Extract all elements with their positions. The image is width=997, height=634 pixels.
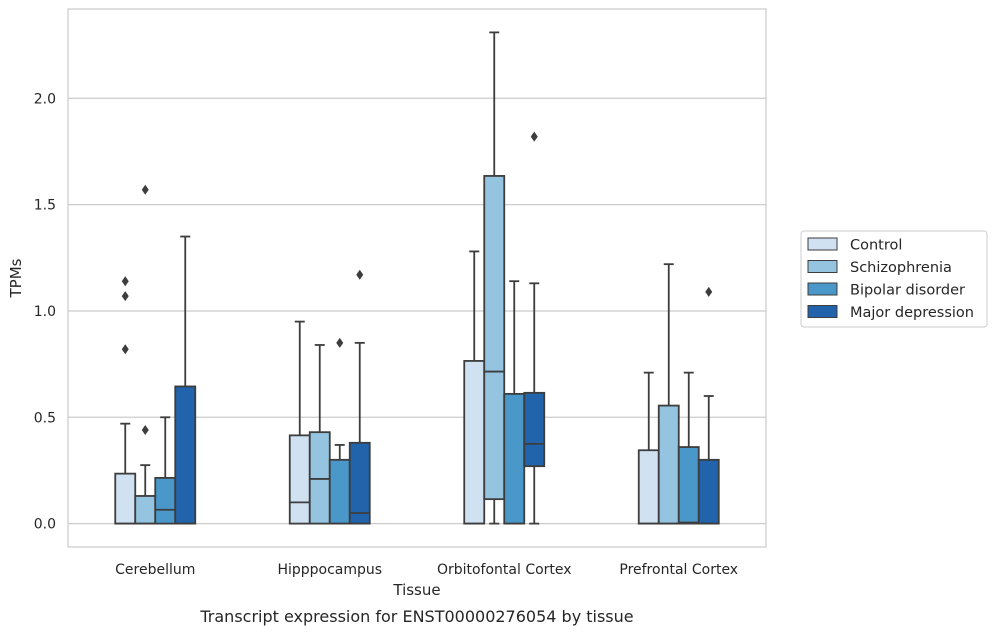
box-major-depression [523, 131, 546, 525]
box-bipolar-disorder [503, 280, 526, 525]
legend-label: Control [850, 238, 902, 254]
legend-label: Schizophrenia [850, 260, 952, 276]
iqr-box [637, 449, 660, 525]
box-schizophrenia [483, 31, 506, 525]
outlier-point [141, 184, 149, 195]
box-schizophrenia [657, 263, 680, 525]
box-bipolar-disorder [328, 337, 351, 525]
outlier-point [705, 286, 713, 297]
box-control [288, 320, 311, 525]
legend-swatch [807, 237, 838, 251]
y-tick-labels: 0.0 0.5 1.0 1.5 2.0 [34, 91, 56, 532]
box-bipolar-disorder [677, 371, 700, 525]
y-tick-label: 2.0 [34, 91, 56, 107]
box-major-depression [348, 269, 371, 525]
x-tick-label: Prefrontal Cortex [619, 562, 738, 578]
iqr-box [134, 495, 157, 525]
box-major-depression [697, 286, 720, 525]
iqr-box [114, 472, 137, 525]
iqr-box [348, 441, 371, 525]
boxes [114, 31, 720, 525]
x-axis-title: Tissue [392, 581, 440, 599]
iqr-box [523, 391, 546, 468]
iqr-box [483, 175, 506, 501]
y-tick-label: 1.0 [34, 304, 56, 320]
legend: Control Schizophrenia Bipolar disorder Majo… [800, 230, 988, 328]
legend-swatch [807, 282, 838, 296]
iqr-box [328, 458, 351, 525]
y-tick-label: 0.0 [34, 517, 56, 533]
x-tick-label: Orbitofontal Cortex [437, 562, 572, 578]
iqr-box [697, 458, 720, 525]
x-tick-label: Cerebellum [115, 562, 195, 578]
iqr-box [288, 434, 311, 525]
outlier-point [141, 425, 149, 436]
iqr-box [677, 446, 700, 525]
outlier-point [356, 269, 364, 280]
iqr-box [174, 385, 197, 525]
box-control [463, 250, 486, 525]
legend-swatch [807, 260, 838, 273]
legend-frame [800, 230, 988, 328]
legend-swatch [807, 305, 838, 318]
x-tick-label: Hipppocampus [277, 562, 382, 578]
outlier-point [336, 337, 344, 348]
chart-caption: Transcript expression for ENST0000027605… [199, 607, 633, 626]
box-schizophrenia [308, 344, 331, 525]
iqr-box [308, 431, 331, 525]
y-tick-label: 0.5 [34, 410, 56, 426]
outlier-point [121, 291, 129, 302]
x-tick-labels: Cerebellum Hipppocampus Orbitofontal Corte… [115, 562, 738, 578]
legend-label: Major depression [850, 305, 974, 321]
outlier-point [121, 344, 129, 355]
plot-area-frame [67, 8, 767, 548]
box-schizophrenia [134, 184, 157, 525]
outlier-point [121, 276, 129, 287]
y-tick-label: 1.5 [34, 198, 56, 214]
iqr-box [463, 360, 486, 525]
legend-label: Bipolar disorder [850, 283, 965, 299]
box-control [637, 371, 660, 525]
box-control [114, 276, 137, 525]
y-axis-title: TPMs [7, 258, 25, 298]
box-bipolar-disorder [154, 416, 177, 525]
iqr-box [657, 404, 680, 525]
outlier-point [530, 131, 538, 142]
iqr-box [503, 392, 526, 525]
box-major-depression [174, 235, 197, 525]
iqr-box [154, 476, 177, 525]
